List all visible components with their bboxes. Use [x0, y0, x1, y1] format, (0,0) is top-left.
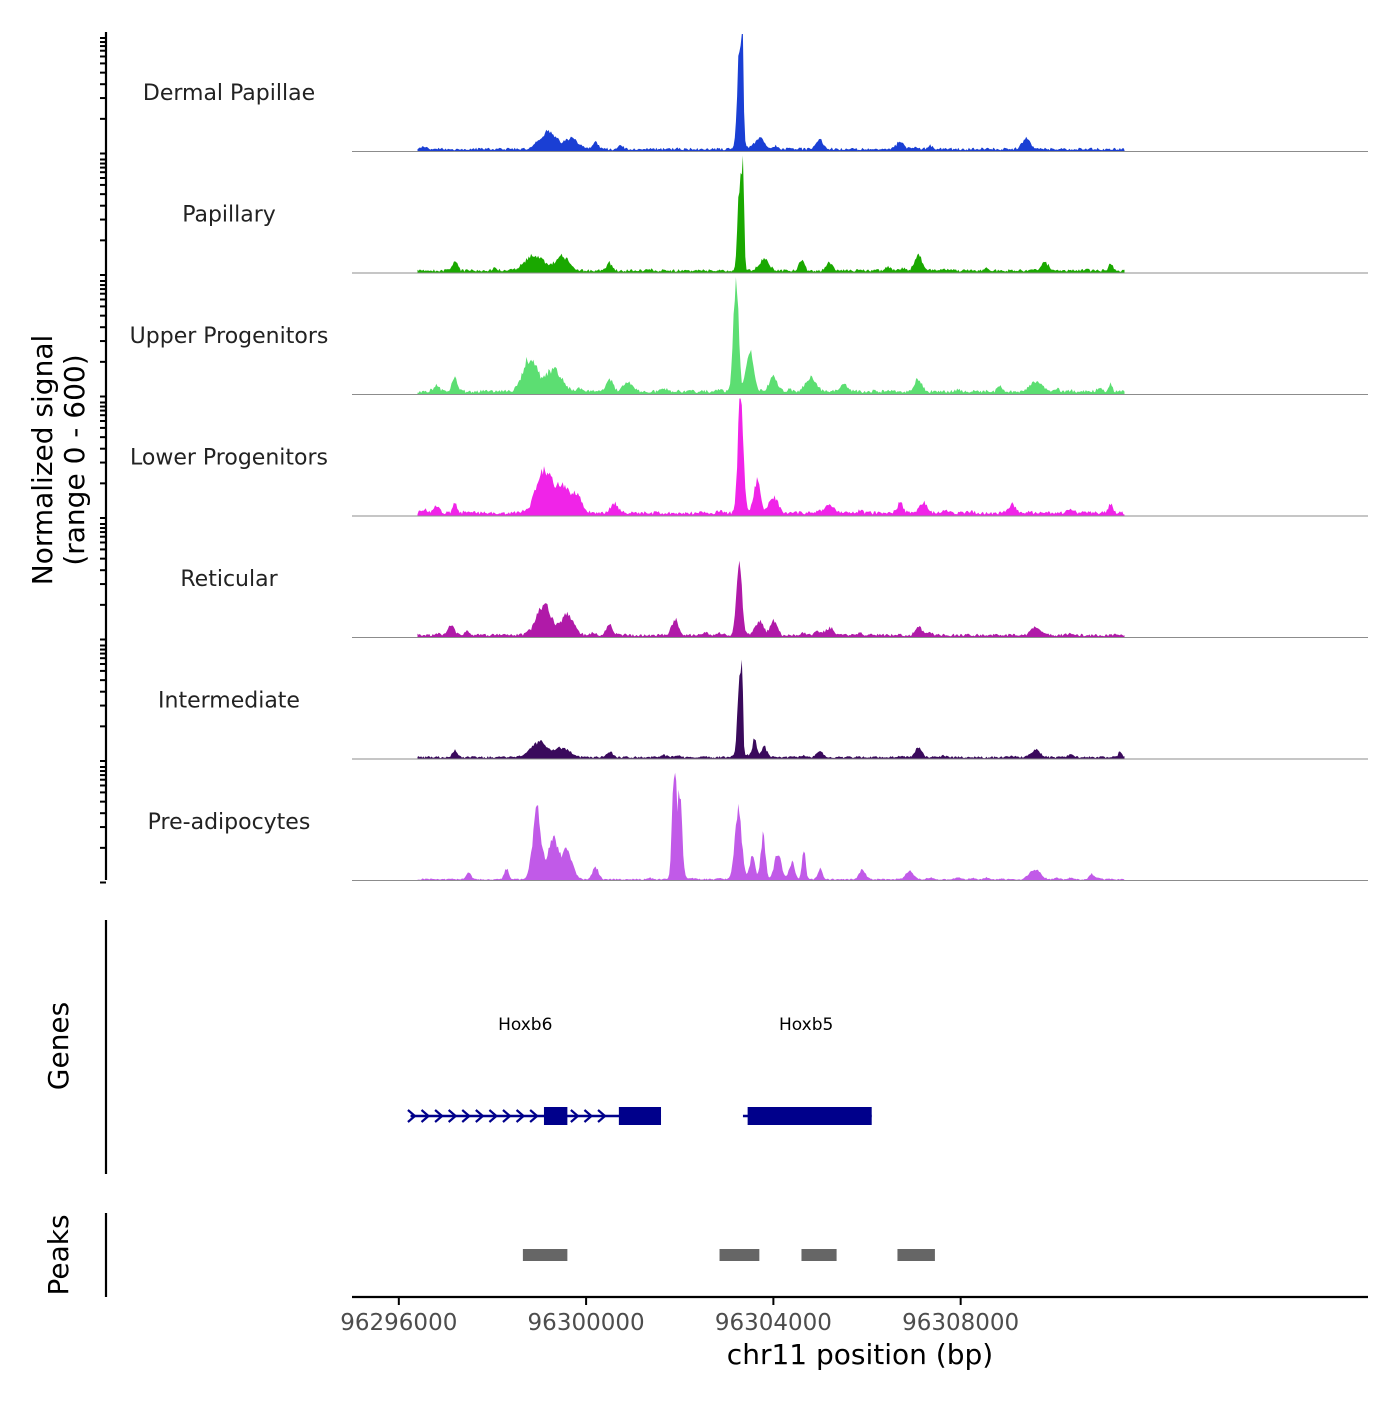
strand-arrow-icon: [447, 1109, 458, 1123]
peaks-panel: [104, 1213, 935, 1297]
track-label-lower-progenitors: Lower Progenitors: [130, 446, 328, 471]
peak-region: [801, 1249, 837, 1261]
genes-panel-title: Genes: [42, 1002, 75, 1090]
x-axis-title: chr11 position (bp): [727, 1338, 993, 1371]
gene-exon: [618, 1107, 662, 1125]
track-label-upper-progenitors: Upper Progenitors: [130, 324, 329, 349]
track-label-reticular: Reticular: [180, 567, 278, 592]
gene-annotation-panel: Hoxb6 Hoxb5: [104, 920, 872, 1174]
peaks-panel-title: Peaks: [42, 1214, 75, 1295]
track-lower-progenitors: Lower Progenitors: [130, 398, 1368, 517]
coverage-area-papillary: [417, 155, 1125, 273]
strand-arrow-icon: [529, 1109, 539, 1123]
coverage-area-reticular: [417, 560, 1125, 638]
track-reticular: Reticular: [180, 560, 1368, 638]
strand-arrow-icon: [461, 1109, 471, 1123]
coverage-area-pre-adipocytes: [417, 772, 1125, 881]
strand-arrow-icon: [597, 1109, 607, 1123]
strand-arrow-icon: [515, 1109, 526, 1123]
strand-arrow-icon: [434, 1109, 444, 1123]
coverage-area-upper-progenitors: [417, 277, 1125, 395]
gene-label-hoxb6: Hoxb6: [498, 1015, 552, 1035]
coverage-area-intermediate: [417, 659, 1125, 759]
x-tick-label: 96296000: [340, 1310, 457, 1336]
track-dermal-papillae: Dermal Papillae: [143, 34, 1368, 152]
x-axis: 96296000 96300000 96304000 96308000: [340, 1295, 1368, 1336]
gene-hoxb5: Hoxb5: [742, 1015, 872, 1125]
peak-region: [719, 1249, 760, 1261]
track-papillary: Papillary: [182, 155, 1368, 274]
track-pre-adipocytes: Pre-adipocytes: [148, 772, 1368, 881]
track-label-papillary: Papillary: [182, 203, 276, 228]
coverage-tracks: Dermal Papillae Papillary Upper Progenitor…: [100, 32, 1368, 884]
track-label-dermal-papillae: Dermal Papillae: [143, 81, 315, 106]
strand-arrow-icon: [502, 1109, 512, 1123]
y-axis-title-line1: Normalized signal: [26, 335, 59, 586]
track-label-intermediate: Intermediate: [158, 689, 300, 714]
y-axis-title-line2: (range 0 - 600): [58, 354, 91, 565]
gene-exon: [543, 1107, 568, 1125]
strand-arrow-icon: [570, 1109, 580, 1123]
track-label-pre-adipocytes: Pre-adipocytes: [148, 810, 311, 835]
x-tick-label: 96304000: [715, 1310, 832, 1336]
track-intermediate: Intermediate: [158, 659, 1368, 760]
track-upper-progenitors: Upper Progenitors: [130, 277, 1368, 395]
coverage-area-dermal-papillae: [417, 34, 1125, 152]
x-tick-label: 96300000: [528, 1310, 645, 1336]
strand-arrow-icon: [407, 1109, 417, 1123]
gene-label-hoxb5: Hoxb5: [779, 1015, 833, 1035]
x-tick-label: 96308000: [902, 1310, 1019, 1336]
peak-region: [522, 1249, 568, 1261]
strand-arrow-icon: [420, 1109, 431, 1123]
strand-arrow-icon: [583, 1109, 594, 1123]
strand-arrow-icon: [475, 1109, 485, 1123]
strand-arrow-icon: [488, 1109, 499, 1123]
peak-region: [897, 1249, 935, 1261]
gene-hoxb6: Hoxb6: [407, 1015, 662, 1125]
coverage-area-lower-progenitors: [417, 398, 1125, 516]
gene-exon: [747, 1107, 872, 1125]
